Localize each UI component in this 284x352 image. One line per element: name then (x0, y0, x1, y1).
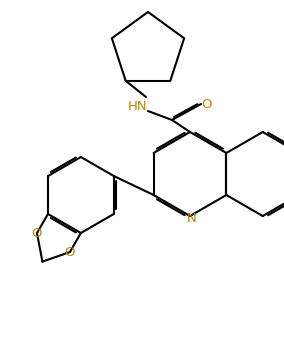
Text: N: N (187, 212, 197, 225)
Text: HN: HN (128, 101, 148, 113)
Text: O: O (202, 98, 212, 111)
Text: O: O (32, 227, 42, 240)
Text: O: O (65, 246, 75, 259)
